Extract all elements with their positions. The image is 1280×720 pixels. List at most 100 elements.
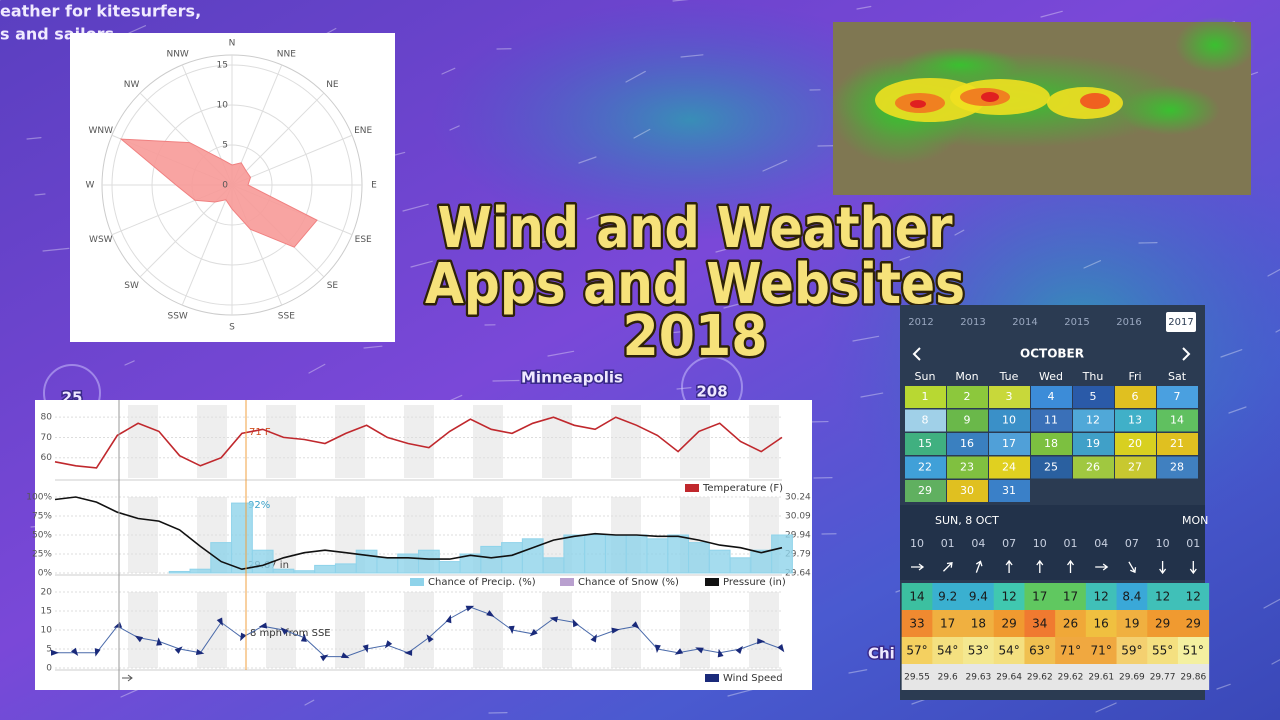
day-cell[interactable]	[989, 433, 1030, 455]
pressure: 29.64	[996, 673, 1022, 683]
day-cell[interactable]	[947, 409, 988, 432]
day-cell[interactable]	[905, 480, 946, 502]
wind-marker	[94, 648, 101, 657]
day-cell[interactable]	[1073, 386, 1114, 408]
temperature-cell	[1177, 637, 1210, 664]
pressure: 29.61	[1088, 673, 1114, 683]
day-cell[interactable]	[1157, 456, 1198, 479]
precip-bar	[604, 534, 627, 574]
legend-swatch	[410, 578, 424, 586]
temperature: 59°	[1121, 644, 1142, 658]
day-number[interactable]: 11	[1044, 414, 1058, 427]
forecast-day: MON	[1182, 514, 1208, 527]
day-number[interactable]: 10	[1002, 414, 1016, 427]
day-cell[interactable]	[989, 480, 1030, 502]
day-cell[interactable]	[989, 409, 1030, 432]
day-cell[interactable]	[1073, 409, 1114, 432]
wind-streak	[441, 67, 456, 75]
day-number[interactable]: 25	[1044, 461, 1058, 474]
day-cell[interactable]	[1073, 456, 1114, 479]
day-cell[interactable]	[947, 456, 988, 479]
legend-label: Pressure (in)	[723, 577, 786, 588]
day-cell[interactable]	[1031, 456, 1072, 479]
day-number[interactable]: 13	[1128, 414, 1142, 427]
day-number[interactable]: 12	[1086, 414, 1100, 427]
day-number[interactable]: 22	[918, 461, 932, 474]
wind-streak	[34, 193, 46, 196]
day-cell[interactable]	[1115, 433, 1156, 455]
year-tab[interactable]: 2013	[960, 317, 985, 328]
day-number[interactable]: 21	[1170, 437, 1184, 450]
day-cell[interactable]	[989, 386, 1030, 408]
day-number[interactable]: 28	[1170, 461, 1184, 474]
year-tab[interactable]: 2017	[1168, 317, 1193, 328]
day-number[interactable]: 30	[960, 484, 974, 497]
day-number[interactable]: 23	[960, 461, 974, 474]
day-number[interactable]: 4	[1048, 390, 1055, 403]
temperature: 57°	[906, 644, 927, 658]
day-cell[interactable]	[905, 409, 946, 432]
year-selected[interactable]	[1166, 312, 1196, 332]
day-cell[interactable]	[1031, 386, 1072, 408]
year-tab[interactable]: 2016	[1116, 317, 1141, 328]
forecast-hour: 01	[1186, 537, 1200, 550]
day-cell[interactable]	[1157, 433, 1198, 455]
day-number[interactable]: 20	[1128, 437, 1142, 450]
wind-streak	[672, 0, 689, 2]
day-cell[interactable]	[1115, 386, 1156, 408]
day-number[interactable]: 15	[918, 437, 932, 450]
day-cell[interactable]	[1157, 409, 1198, 432]
day-number[interactable]: 14	[1170, 414, 1184, 427]
day-number[interactable]: 26	[1086, 461, 1100, 474]
wind-marker	[549, 616, 559, 623]
wind-streak	[911, 698, 926, 705]
day-cell[interactable]	[947, 480, 988, 502]
wind-gust: 29	[1001, 617, 1016, 631]
day-number[interactable]: 9	[964, 414, 971, 427]
day-number[interactable]: 5	[1090, 390, 1097, 403]
radial-tick-label: 5	[222, 141, 228, 151]
day-number[interactable]: 31	[1002, 484, 1016, 497]
prev-month[interactable]	[912, 347, 921, 361]
day-number[interactable]: 19	[1086, 437, 1100, 450]
wind-speed: 12	[1155, 590, 1170, 604]
day-number[interactable]: 29	[918, 484, 932, 497]
map-region	[430, 0, 950, 240]
day-number[interactable]: 18	[1044, 437, 1058, 450]
temperature-cell	[993, 637, 1025, 664]
weather-chart: 60 70 80 Temperature (F) 71 F 0% 25% 50% 75% 100%…	[26, 400, 811, 690]
day-cell[interactable]	[905, 433, 946, 455]
day-cell[interactable]	[1031, 433, 1072, 455]
day-cell[interactable]	[947, 433, 988, 455]
year-tab[interactable]: 2015	[1064, 317, 1089, 328]
wind-speed: 12	[1001, 590, 1016, 604]
day-cell[interactable]	[1073, 433, 1114, 455]
day-cell[interactable]	[905, 456, 946, 479]
legend-swatch	[705, 578, 719, 586]
day-number[interactable]: 7	[1174, 390, 1181, 403]
day-number[interactable]: 16	[960, 437, 974, 450]
day-cell[interactable]	[1031, 409, 1072, 432]
day-number[interactable]: 2	[964, 390, 971, 403]
day-number[interactable]: 17	[1002, 437, 1016, 450]
day-cell[interactable]	[989, 456, 1030, 479]
day-number[interactable]: 24	[1002, 461, 1016, 474]
wind-gust: 34	[1032, 617, 1047, 631]
day-cell[interactable]	[947, 386, 988, 408]
day-number[interactable]: 8	[922, 414, 929, 427]
wind-streak	[410, 260, 433, 268]
next-month[interactable]	[1182, 347, 1191, 361]
day-cell[interactable]	[1115, 456, 1156, 479]
wind-streak	[762, 159, 788, 172]
day-number[interactable]: 3	[1006, 390, 1013, 403]
day-cell[interactable]	[905, 386, 946, 408]
wind-gust-cell	[932, 610, 964, 637]
year-tab[interactable]: 2012	[908, 317, 933, 328]
day-number[interactable]: 1	[922, 390, 929, 403]
day-cell[interactable]	[1115, 409, 1156, 432]
day-cell[interactable]	[1157, 386, 1198, 408]
year-tab[interactable]: 2014	[1012, 317, 1037, 328]
day-number[interactable]: 27	[1128, 461, 1142, 474]
day-number[interactable]: 6	[1132, 390, 1139, 403]
